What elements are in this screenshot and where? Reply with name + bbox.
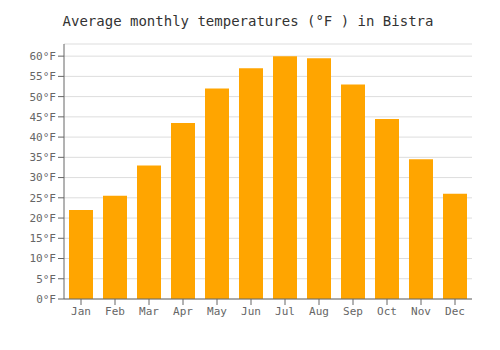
html-text:Average monthly temperatures (: Average monthly temperatures (°F ) in Bi… bbox=[62, 13, 434, 29]
svg-text:5°F: 5°F bbox=[36, 273, 56, 286]
svg-text:Nov: Nov bbox=[411, 305, 431, 318]
svg-text:Dec: Dec bbox=[445, 305, 465, 318]
svg-text:25°F: 25°F bbox=[30, 192, 57, 205]
svg-text:0°F: 0°F bbox=[36, 293, 56, 306]
svg-text:Jul: Jul bbox=[275, 305, 295, 318]
svg-text:10°F: 10°F bbox=[30, 252, 57, 265]
svg-text:60°F: 60°F bbox=[30, 50, 57, 63]
svg-text:15°F: 15°F bbox=[30, 232, 57, 245]
svg-text:Sep: Sep bbox=[343, 305, 363, 318]
svg-text:Apr: Apr bbox=[173, 305, 193, 318]
svg-text:Aug: Aug bbox=[309, 305, 329, 318]
svg-text:May: May bbox=[207, 305, 227, 318]
svg-text:Feb: Feb bbox=[105, 305, 125, 318]
svg-text:Oct: Oct bbox=[377, 305, 397, 318]
svg-text:Jan: Jan bbox=[71, 305, 91, 318]
svg-text:Jun: Jun bbox=[241, 305, 261, 318]
svg-text:55°F: 55°F bbox=[30, 70, 57, 83]
svg-text:35°F: 35°F bbox=[30, 151, 57, 164]
svg-text:Mar: Mar bbox=[139, 305, 159, 318]
svg-text:20°F: 20°F bbox=[30, 212, 57, 225]
svg-text:50°F: 50°F bbox=[30, 91, 57, 104]
svg-text:45°F: 45°F bbox=[30, 111, 57, 124]
svg-text:30°F: 30°F bbox=[30, 171, 57, 184]
svg-text:40°F: 40°F bbox=[30, 131, 57, 144]
